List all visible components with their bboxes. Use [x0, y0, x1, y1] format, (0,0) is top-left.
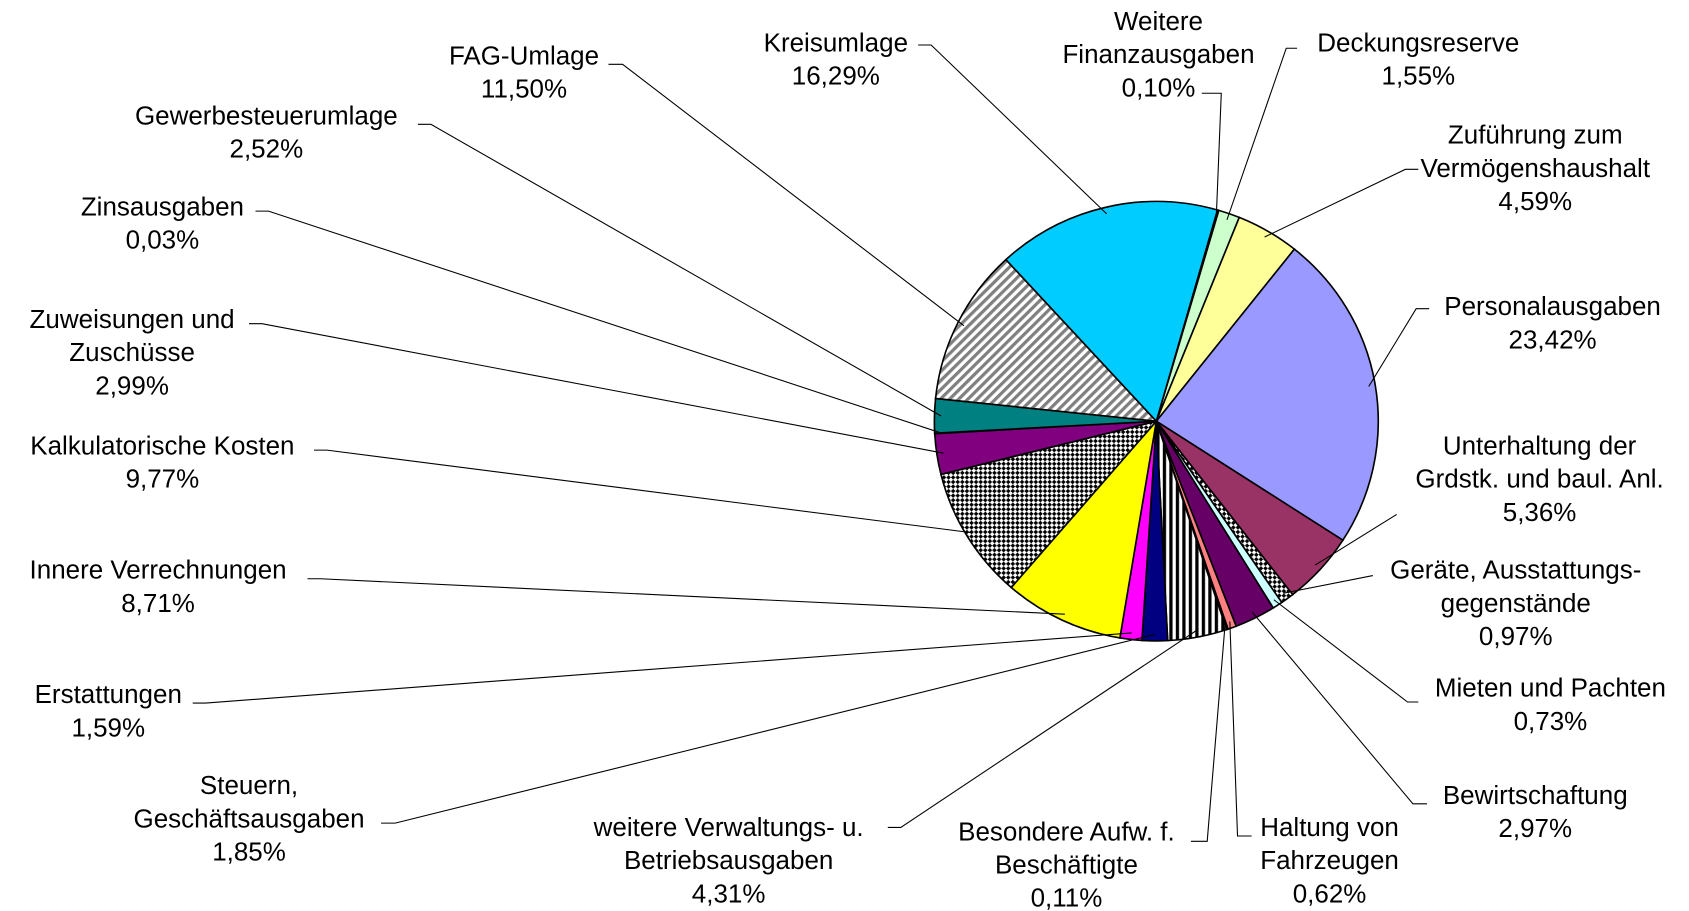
value-label: 5,36% — [1503, 499, 1577, 527]
slice — [939, 419, 1159, 589]
leader-line — [1226, 47, 1298, 221]
value-label: 0,11% — [1031, 885, 1103, 911]
leader-line — [1273, 599, 1419, 703]
slice-label: Geräte, Ausstattungs-gegenstände — [1390, 557, 1641, 618]
slice-label: Mieten und Pachten — [1435, 675, 1666, 703]
leader-line — [417, 123, 942, 417]
leader-line — [313, 449, 974, 534]
slice-label: Bewirtschaftung — [1443, 782, 1628, 810]
value-label: 2,97% — [1498, 815, 1572, 843]
slice-label: Innere Verrechnungen — [30, 557, 287, 585]
value-label: 4,59% — [1498, 188, 1572, 216]
leader-line — [192, 632, 1132, 704]
value-label: 2,99% — [95, 373, 169, 401]
slice-label: Kalkulatorische Kosten — [30, 433, 294, 461]
leader-line — [1190, 623, 1226, 842]
slice-label: Deckungsreserve — [1317, 30, 1519, 58]
slice-label: Haltung von Fahrzeugen — [1260, 814, 1399, 875]
leader-line — [887, 630, 1197, 828]
value-label: 11,50% — [481, 76, 567, 104]
leader-line — [1251, 611, 1427, 805]
value-label: 23,42% — [1509, 326, 1597, 354]
leader-line — [1201, 92, 1222, 217]
leader-line — [1229, 621, 1252, 837]
value-label: 1,85% — [212, 839, 286, 867]
value-label: 0,62% — [1293, 881, 1367, 909]
slice — [1010, 418, 1158, 639]
slice — [1155, 248, 1379, 542]
value-label: 0,73% — [1514, 708, 1588, 736]
slice-label: Unterhaltung der Grdstk. und baul. Anl. — [1415, 433, 1663, 494]
slice-label: Zuweisungen und Zuschüsse — [30, 306, 235, 367]
leader-line — [255, 210, 942, 434]
labels: Weitere Finanzausgaben 0,10% Deckungsreserv… — [30, 8, 1666, 911]
value-label: 4,31% — [692, 881, 766, 909]
leader-line — [1264, 168, 1419, 238]
slice — [1004, 200, 1219, 423]
slice-label: Personalausgaben — [1444, 293, 1661, 321]
leader-line — [1314, 513, 1397, 566]
slice-label: Gewerbesteuerumlage — [135, 102, 398, 130]
value-label: 8,71% — [121, 590, 195, 618]
slice-label: Zinsausgaben — [81, 194, 244, 222]
slice-label: Zuführung zum Vermögenshaushalt — [1420, 122, 1650, 183]
value-label: 2,52% — [230, 136, 304, 164]
value-label: 9,77% — [126, 466, 200, 494]
slice-label: Weitere Finanzausgaben — [1062, 8, 1254, 69]
leader-line — [608, 63, 965, 327]
value-label: 1,59% — [71, 714, 145, 742]
value-label: 1,55% — [1382, 63, 1456, 91]
leader-line — [918, 44, 1108, 215]
slice-label: FAG-Umlage — [449, 42, 599, 70]
slice-label: Erstattungen — [35, 681, 182, 709]
leader-line — [1283, 575, 1373, 594]
leader-line — [381, 633, 1155, 824]
slice-label: Steuern, Geschäftsausgaben — [133, 772, 364, 833]
leader-line — [249, 323, 944, 454]
slice-label: weitere Verwaltungs- u. Betriebsausgaben — [593, 814, 864, 875]
slice-label: Kreisumlage — [764, 30, 908, 58]
value-label: 0,03% — [126, 227, 200, 255]
pie — [933, 200, 1379, 642]
leader-line — [307, 578, 1065, 615]
leader-line — [1368, 308, 1430, 387]
value-label: 0,10% — [1122, 75, 1196, 103]
slice-label: Besondere Aufw. f. Beschäftigte — [958, 818, 1175, 879]
value-label: 16,29% — [792, 63, 880, 91]
slice — [934, 258, 1159, 423]
value-label: 0,97% — [1479, 623, 1553, 651]
